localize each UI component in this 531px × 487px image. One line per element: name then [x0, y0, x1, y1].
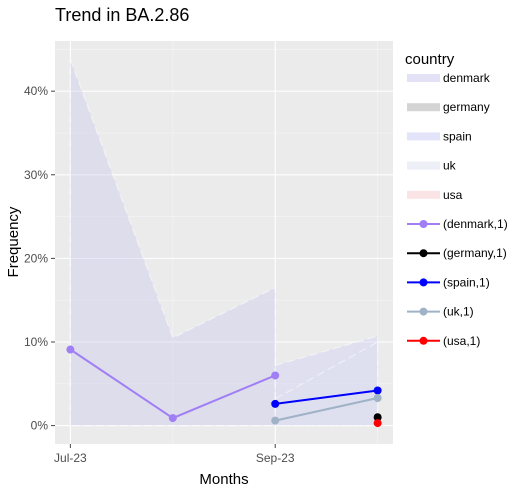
legend-label-denmark: denmark: [443, 71, 491, 85]
legend-marker-spain: [419, 278, 428, 287]
legend-label-uk: (uk,1): [443, 305, 474, 319]
legend-title: country: [405, 51, 455, 68]
chart-title: Trend in BA.2.86: [55, 5, 189, 25]
legend-label-germany: germany: [443, 100, 490, 114]
legend-marker-germany: [419, 249, 428, 258]
legend-swatch-denmark: [407, 74, 440, 82]
y-tick-label: 20%: [24, 251, 48, 265]
legend-marker-usa: [419, 336, 428, 345]
legend-label-spain: (spain,1): [443, 275, 490, 289]
x-tick-label: Jul-23: [54, 451, 87, 465]
x-axis-label: Months: [199, 471, 248, 487]
legend-swatch-germany: [407, 103, 440, 112]
legend-label-germany: (germany,1): [443, 246, 507, 260]
y-tick-label: 30%: [24, 168, 48, 182]
legend-swatch-usa: [407, 190, 440, 199]
y-tick-label: 40%: [24, 84, 48, 98]
legend-marker-uk: [419, 307, 428, 316]
legend-label-denmark: (denmark,1): [443, 217, 508, 231]
data-point-denmark: [271, 371, 280, 380]
data-point-denmark: [66, 345, 75, 354]
data-point-denmark: [168, 414, 177, 423]
legend-swatch-uk: [407, 161, 440, 170]
legend-label-uk: uk: [443, 159, 457, 173]
data-point-spain: [271, 399, 280, 408]
y-axis: 0% 10% 20% 30% 40%: [24, 84, 55, 433]
legend: country denmark germany spain uk usa (denmark…: [405, 51, 508, 348]
legend-label-usa: usa: [443, 188, 463, 202]
x-tick-label: Sep-23: [256, 451, 295, 465]
series-line-spain: [275, 389, 378, 405]
series-lines: [66, 345, 382, 428]
series-line-uk: [274, 397, 378, 422]
data-point-germany: [373, 413, 382, 422]
ribbon-denmark: [69, 59, 276, 427]
y-tick-label: 0%: [31, 419, 49, 433]
data-point-uk: [271, 416, 280, 425]
legend-label-usa: (usa,1): [443, 334, 480, 348]
y-tick-label: 10%: [24, 335, 48, 349]
data-point-uk: [373, 394, 382, 403]
legend-label-spain: spain: [443, 129, 472, 143]
x-axis: Jul-23 Sep-23: [54, 444, 295, 465]
legend-marker-denmark: [419, 220, 428, 228]
y-axis-label: Frequency: [5, 206, 22, 277]
data-point-usa: [373, 419, 382, 428]
legend-swatch-spain: [407, 132, 440, 141]
data-point-spain: [373, 386, 382, 395]
